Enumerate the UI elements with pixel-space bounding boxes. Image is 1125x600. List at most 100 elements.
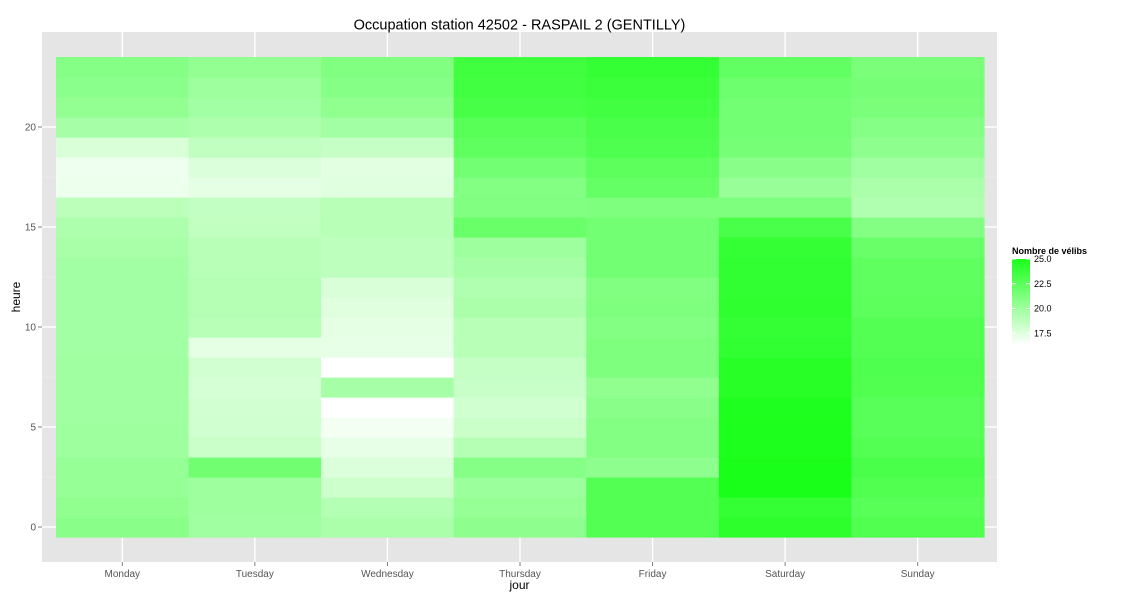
heatmap-cell-saturday-8 — [718, 357, 853, 378]
heatmap-cell-saturday-12 — [718, 277, 853, 298]
heatmap-cell-wednesday-6 — [321, 397, 455, 418]
y-axis-title: heure — [9, 281, 23, 312]
heatmap-cell-monday-11 — [56, 297, 190, 318]
heatmap-cell-saturday-6 — [718, 397, 853, 418]
heatmap-cell-tuesday-4 — [188, 437, 322, 458]
heatmap-cell-saturday-16 — [718, 197, 853, 218]
heatmap-cell-friday-3 — [586, 457, 720, 478]
y-axis: 0 5 10 15 20 — [25, 123, 42, 534]
heatmap-cell-sunday-23 — [851, 57, 985, 78]
heatmap-cell-saturday-10 — [718, 317, 853, 338]
heatmap-cell-sunday-5 — [851, 417, 985, 438]
heatmap-cell-tuesday-17 — [188, 177, 322, 198]
heatmap-cell-monday-5 — [56, 417, 190, 438]
heatmap-cell-saturday-3 — [718, 457, 853, 478]
heatmap-cell-thursday-13 — [453, 257, 587, 278]
heatmap-cell-thursday-1 — [453, 497, 587, 518]
y-tick-label-0: 0 — [30, 523, 36, 534]
heatmap-cell-saturday-14 — [718, 237, 853, 258]
heatmap-cell-monday-17 — [56, 177, 190, 198]
heatmap-cell-friday-10 — [586, 317, 720, 338]
heatmap-cell-sunday-18 — [851, 157, 985, 178]
legend-label-17-5: 17.5 — [1034, 328, 1052, 338]
heatmap-cell-saturday-1 — [718, 497, 853, 518]
heatmap-cell-friday-0 — [586, 517, 720, 538]
heatmap-cells — [56, 57, 985, 538]
heatmap-cell-tuesday-15 — [188, 217, 322, 238]
heatmap-cell-monday-23 — [56, 57, 190, 78]
heatmap-cell-tuesday-14 — [188, 237, 322, 258]
heatmap-cell-friday-7 — [586, 377, 720, 398]
heatmap-cell-thursday-15 — [453, 217, 587, 238]
heatmap-cell-sunday-2 — [851, 477, 985, 498]
heatmap-cell-thursday-16 — [453, 197, 587, 218]
heatmap-cell-friday-4 — [586, 437, 720, 458]
heatmap-cell-friday-16 — [586, 197, 720, 218]
heatmap-cell-thursday-22 — [453, 77, 587, 98]
heatmap-cell-monday-10 — [56, 317, 190, 338]
heatmap-cell-thursday-5 — [453, 417, 587, 438]
heatmap-cell-thursday-7 — [453, 377, 587, 398]
heatmap-cell-sunday-16 — [851, 197, 985, 218]
heatmap-cell-sunday-21 — [851, 97, 985, 118]
heatmap-cell-saturday-5 — [718, 417, 853, 438]
heatmap-cell-friday-23 — [586, 57, 720, 78]
heatmap-cell-wednesday-20 — [321, 117, 455, 138]
heatmap-cell-thursday-21 — [453, 97, 587, 118]
heatmap-cell-monday-18 — [56, 157, 190, 178]
heatmap-cell-wednesday-0 — [321, 517, 455, 538]
heatmap-cell-monday-13 — [56, 257, 190, 278]
heatmap-cell-sunday-9 — [851, 337, 985, 358]
heatmap-cell-saturday-19 — [718, 137, 853, 158]
heatmap-cell-monday-0 — [56, 517, 190, 538]
x-tick-label-thursday: Thursday — [499, 569, 541, 580]
heatmap-cell-friday-2 — [586, 477, 720, 498]
heatmap-cell-friday-18 — [586, 157, 720, 178]
x-axis: Monday Tuesday Wednesday Thursday Friday Satu… — [104, 562, 935, 580]
heatmap-cell-wednesday-7 — [321, 377, 455, 398]
heatmap-cell-sunday-13 — [851, 257, 985, 278]
heatmap-cell-friday-17 — [586, 177, 720, 198]
heatmap-cell-thursday-14 — [453, 237, 587, 258]
heatmap-cell-wednesday-5 — [321, 417, 455, 438]
heatmap-cell-saturday-18 — [718, 157, 853, 178]
heatmap-cell-sunday-11 — [851, 297, 985, 318]
legend-title: Nombre de vélibs — [1012, 246, 1087, 256]
heatmap-cell-monday-12 — [56, 277, 190, 298]
heatmap-cell-tuesday-20 — [188, 117, 322, 138]
heatmap-cell-thursday-9 — [453, 337, 587, 358]
heatmap-cell-tuesday-5 — [188, 417, 322, 438]
legend-label-20-0: 20.0 — [1034, 304, 1052, 314]
legend-label-25-0: 25.0 — [1034, 254, 1052, 264]
heatmap-cell-friday-13 — [586, 257, 720, 278]
heatmap-cell-thursday-20 — [453, 117, 587, 138]
heatmap-cell-tuesday-1 — [188, 497, 322, 518]
x-axis-title: jour — [508, 578, 529, 592]
heatmap-cell-thursday-8 — [453, 357, 587, 378]
heatmap-cell-wednesday-9 — [321, 337, 455, 358]
heatmap-cell-thursday-2 — [453, 477, 587, 498]
heatmap-cell-friday-12 — [586, 277, 720, 298]
x-tick-label-monday: Monday — [104, 569, 140, 580]
heatmap-cell-wednesday-23 — [321, 57, 455, 78]
legend-colorbar — [1012, 259, 1030, 345]
heatmap-cell-friday-22 — [586, 77, 720, 98]
legend-label-22-5: 22.5 — [1034, 279, 1052, 289]
heatmap-cell-thursday-18 — [453, 157, 587, 178]
heatmap-cell-friday-6 — [586, 397, 720, 418]
heatmap-cell-sunday-14 — [851, 237, 985, 258]
heatmap-cell-wednesday-21 — [321, 97, 455, 118]
heatmap-cell-tuesday-2 — [188, 477, 322, 498]
heatmap-cell-wednesday-15 — [321, 217, 455, 238]
heatmap-cell-friday-14 — [586, 237, 720, 258]
heatmap-cell-saturday-13 — [718, 257, 853, 278]
heatmap-cell-tuesday-11 — [188, 297, 322, 318]
legend-breaks: 25.0 22.5 20.0 17.5 — [1012, 254, 1052, 338]
heatmap-cell-sunday-1 — [851, 497, 985, 518]
heatmap-cell-tuesday-18 — [188, 157, 322, 178]
heatmap-cell-sunday-7 — [851, 377, 985, 398]
heatmap-cell-thursday-19 — [453, 137, 587, 158]
legend: Nombre de vélibs 25.0 22.5 20.0 17.5 — [1012, 246, 1087, 345]
heatmap-cell-monday-14 — [56, 237, 190, 258]
